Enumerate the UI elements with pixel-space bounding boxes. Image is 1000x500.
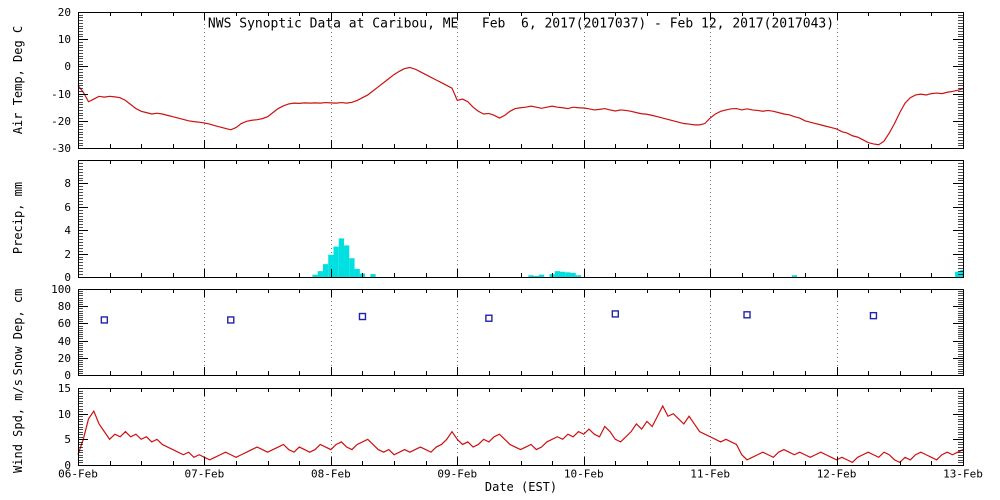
x-tick-label: 06-Feb [58,467,98,481]
x-axis-title: Date (EST) [484,480,558,494]
x-tick-label: 13-Feb [943,467,983,481]
x-tick-label: 08-Feb [310,467,351,481]
ylabel-air-temp: Air Temp, Deg C [11,25,25,135]
ylabel-snow-depth: Snow Dep, cm [11,288,25,376]
x-tick-label: 10-Feb [563,467,604,481]
x-tick-label: 12-Feb [816,467,857,481]
x-tick-label: 11-Feb [690,467,731,481]
ylabel-wind-speed: Wind Spd, m/s [11,379,25,473]
x-tick-label: 07-Feb [184,467,225,481]
x-tick-label: 09-Feb [437,467,478,481]
chart-title: NWS Synoptic Data at Caribou, ME Feb 6, … [207,16,835,32]
ylabel-precip: Precip, mm [11,181,25,255]
